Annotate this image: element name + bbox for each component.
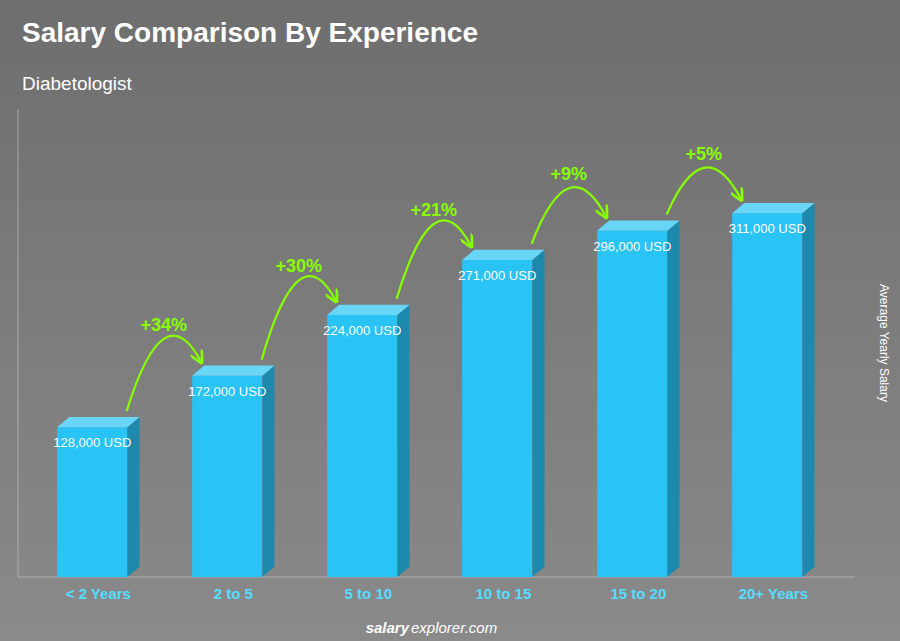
x-axis-line — [18, 577, 855, 578]
data-label: 172,000 USD — [188, 384, 266, 399]
bar — [327, 315, 397, 577]
y-axis-label: Average Yearly Salary — [877, 284, 891, 402]
change-arrow — [532, 187, 606, 244]
data-label: 311,000 USD — [729, 221, 806, 236]
annotation: +21% — [411, 200, 458, 220]
change-arrow — [667, 167, 741, 214]
annotation: +30% — [276, 256, 323, 276]
subtitle: Diabetologist — [22, 73, 133, 94]
bar — [732, 213, 802, 577]
category-label: 5 to 10 — [345, 585, 393, 602]
bars — [57, 203, 814, 577]
bar-top — [57, 417, 139, 427]
title: Salary Comparison By Experience — [22, 17, 478, 48]
change-arrow — [127, 336, 201, 411]
bar-top — [192, 366, 274, 376]
bar-side — [802, 203, 814, 577]
change-arrow — [397, 220, 471, 298]
watermark: explorer.com — [411, 619, 497, 636]
y-axis-line — [18, 109, 19, 577]
bar-side — [532, 250, 544, 577]
category-label: 10 to 15 — [475, 585, 531, 602]
change-arrow — [262, 276, 336, 359]
data-label: 271,000 USD — [458, 268, 536, 283]
bar — [597, 231, 667, 577]
category-label: 20+ Years — [739, 585, 808, 602]
chart-container: 128,000 USD < 2 Years 172,000 USD 2 to 5 224… — [0, 0, 900, 641]
data-label: 128,000 USD — [53, 435, 131, 450]
bar-side — [667, 220, 679, 577]
category-label: 15 to 20 — [610, 585, 666, 602]
background — [0, 0, 900, 641]
labels: 128,000 USD < 2 Years 172,000 USD 2 to 5 224… — [53, 144, 808, 602]
bar-top — [597, 220, 679, 230]
annotation: +5% — [686, 144, 723, 164]
category-label: < 2 Years — [66, 585, 131, 602]
bar-top — [462, 250, 544, 260]
bar — [192, 376, 262, 577]
annotation: +9% — [551, 164, 588, 184]
bar-top — [732, 203, 814, 213]
data-label: 296,000 USD — [593, 239, 671, 254]
bar — [462, 260, 532, 577]
bar-side — [397, 305, 409, 577]
chart-svg: 128,000 USD < 2 Years 172,000 USD 2 to 5 224… — [0, 0, 900, 641]
watermark: salary — [366, 619, 410, 636]
bar-top — [327, 305, 409, 315]
category-label: 2 to 5 — [214, 585, 253, 602]
data-label: 224,000 USD — [323, 323, 401, 338]
annotation: +34% — [141, 315, 188, 335]
